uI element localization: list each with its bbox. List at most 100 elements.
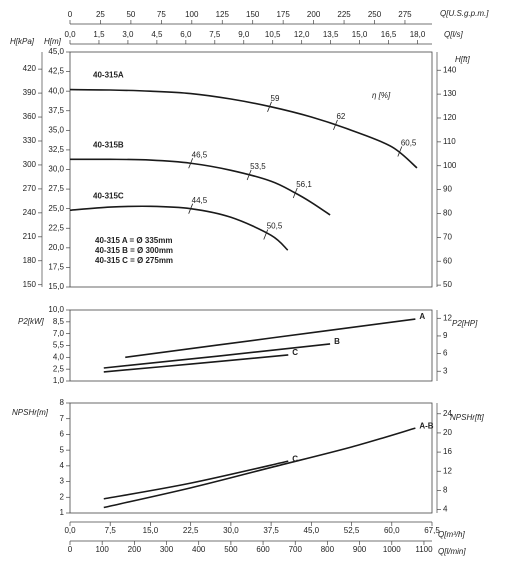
q-tick-label: 9,0 — [238, 30, 250, 39]
curve-label: A-B — [419, 421, 433, 430]
y-tick-label: 140 — [443, 65, 457, 74]
y-tick-label: 120 — [443, 113, 457, 122]
q-tick-label: 200 — [307, 10, 321, 19]
y2-axis-label: H[ft] — [455, 55, 470, 64]
curve-label: 40-315A — [93, 71, 124, 80]
curve — [103, 460, 289, 500]
curve-label: A — [419, 312, 425, 321]
y-tick-label: 4 — [60, 461, 65, 470]
y-tick-label: 70 — [443, 232, 452, 241]
efficiency-label: 56,1 — [296, 180, 312, 189]
y-tick-label: 22,5 — [48, 223, 64, 232]
q-tick-label: 45,0 — [304, 526, 320, 535]
q-tick-label: 13,5 — [323, 30, 339, 39]
efficiency-tick — [397, 146, 403, 157]
efficiency-tick — [246, 169, 252, 181]
q-tick-label: 0,0 — [64, 526, 76, 535]
q-tick-label: 50 — [126, 10, 135, 19]
y-tick-label: 80 — [443, 209, 452, 218]
y-tick-label: 42,5 — [48, 67, 64, 76]
efficiency-label: 53,5 — [250, 162, 266, 171]
efficiency-tick — [188, 158, 194, 169]
q-tick-label: 175 — [276, 10, 290, 19]
q-tick-label: 15,0 — [143, 526, 159, 535]
y-tick-label: 45,0 — [48, 47, 64, 56]
curve-label: B — [334, 337, 340, 346]
q-tick-label: 1000 — [383, 545, 401, 554]
y-axis-label: H[m] — [44, 37, 62, 46]
y-tick-label: 30,0 — [48, 165, 64, 174]
q-tick-label: 0,0 — [64, 30, 76, 39]
y-tick-label: 5 — [60, 445, 65, 454]
y-tick-label: 8,5 — [53, 317, 65, 326]
y-tick-label: 60 — [443, 256, 452, 265]
y-tick-label: 2,5 — [53, 364, 65, 373]
y-tick-label: 4,0 — [53, 352, 65, 361]
q-tick-label: 16,5 — [381, 30, 397, 39]
q-tick-label: 0 — [68, 10, 73, 19]
y-tick-label: 1 — [60, 508, 65, 517]
q-tick-label: 10,5 — [265, 30, 281, 39]
q-tick-label: 0 — [68, 545, 73, 554]
y-tick-label: 360 — [23, 112, 37, 121]
y-tick-label: 7 — [60, 414, 65, 423]
y-tick-label: 110 — [443, 137, 456, 146]
q-tick-label: 700 — [289, 545, 303, 554]
q-tick-label: 7,5 — [105, 526, 117, 535]
note: 40-315 B = Ø 300mm — [95, 246, 173, 255]
y-tick-label: 6 — [60, 430, 65, 439]
y-tick-label: 20,0 — [48, 243, 64, 252]
y-tick-label: 20 — [443, 428, 452, 437]
y-tick-label: 180 — [23, 256, 37, 265]
q-tick-label: 150 — [246, 10, 260, 19]
q-axis-label: Q[U.S.g.p.m.] — [440, 9, 489, 18]
q-axis-label: Q[l/min] — [438, 547, 466, 556]
q-tick-label: 52,5 — [344, 526, 360, 535]
q-tick-label: 75 — [157, 10, 166, 19]
y-axis-label: NPSHr[m] — [12, 408, 49, 417]
y-tick-label: 7,0 — [53, 329, 65, 338]
y-tick-label: 240 — [23, 208, 37, 217]
curve — [69, 88, 418, 169]
q-axis-label: Q[l/s] — [444, 30, 463, 39]
q-tick-label: 500 — [224, 545, 238, 554]
q-tick-label: 6,0 — [180, 30, 192, 39]
q-tick-label: 18,0 — [410, 30, 426, 39]
q-tick-label: 100 — [185, 10, 199, 19]
q-tick-label: 37,5 — [263, 526, 279, 535]
y-tick-label: 270 — [23, 184, 37, 193]
curve-label: 40-315B — [93, 140, 124, 149]
y-tick-label: 130 — [443, 89, 457, 98]
y3-axis-label: H[kPa] — [10, 37, 35, 46]
q-tick-label: 7,5 — [209, 30, 221, 39]
y-tick-label: 12 — [443, 466, 452, 475]
y-tick-label: 3 — [60, 477, 65, 486]
q-tick-label: 900 — [353, 545, 367, 554]
y-tick-label: 35,0 — [48, 125, 64, 134]
y-tick-label: 50 — [443, 280, 452, 289]
y-tick-label: 300 — [23, 160, 37, 169]
curve — [103, 343, 331, 369]
y-tick-label: 2 — [60, 492, 65, 501]
note: 40-315 C = Ø 275mm — [95, 256, 173, 265]
y-tick-label: 3 — [443, 366, 448, 375]
y-tick-label: 90 — [443, 185, 452, 194]
q-tick-label: 15,0 — [352, 30, 368, 39]
curve — [103, 354, 289, 373]
curve-label: C — [292, 454, 298, 463]
y-tick-label: 330 — [23, 136, 37, 145]
y-axis-label: P2[kW] — [18, 317, 45, 326]
q-tick-label: 400 — [192, 545, 206, 554]
q-tick-label: 25 — [96, 10, 105, 19]
q-tick-label: 1,5 — [93, 30, 105, 39]
efficiency-tick — [263, 229, 269, 240]
y-tick-label: 5,5 — [53, 341, 65, 350]
q-tick-label: 600 — [256, 545, 270, 554]
y2-axis-label: P2[HP] — [452, 319, 478, 328]
q-tick-label: 275 — [398, 10, 412, 19]
y-tick-label: 10,0 — [48, 305, 64, 314]
q-tick-label: 67,5 — [424, 526, 440, 535]
y-tick-label: 27,5 — [48, 184, 64, 193]
q-tick-label: 60,0 — [384, 526, 400, 535]
